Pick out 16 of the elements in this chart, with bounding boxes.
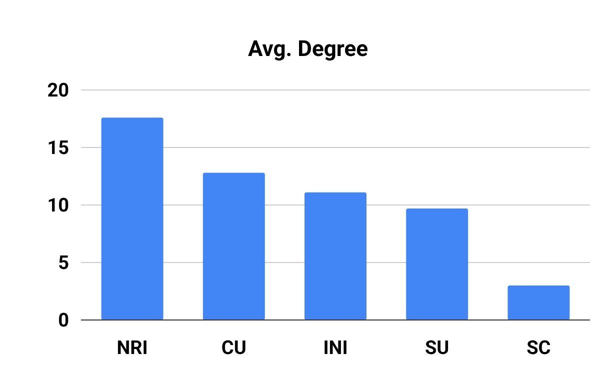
bar — [101, 118, 164, 320]
x-tick-label: NRI — [116, 336, 148, 359]
bar — [304, 192, 366, 320]
y-tick-label: 20 — [47, 78, 70, 102]
chart-title: Avg. Degree — [248, 37, 368, 62]
bar — [508, 286, 570, 320]
y-tick-label: 5 — [58, 251, 70, 274]
x-tick-label: SC — [526, 336, 551, 359]
y-tick-label: 0 — [58, 308, 70, 332]
x-tick-label: INI — [323, 336, 348, 359]
bar — [406, 208, 468, 320]
x-tick-label: CU — [221, 336, 246, 359]
x-tick-label: SU — [424, 336, 450, 359]
y-tick-label: 10 — [47, 194, 70, 217]
y-tick-label: 15 — [47, 136, 70, 160]
bar — [202, 172, 265, 320]
